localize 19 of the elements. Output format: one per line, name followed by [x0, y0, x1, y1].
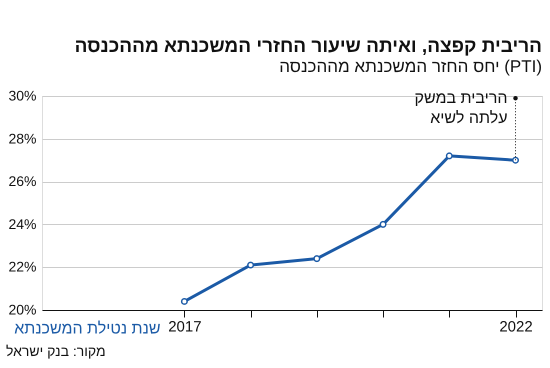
y-tick-label: 24%: [8, 216, 36, 232]
annotation: הריבית במשק עלתה לשיא: [414, 90, 508, 128]
point: [446, 152, 453, 160]
y-tick-label: 20%: [8, 302, 36, 318]
point: [180, 298, 188, 305]
chart-title: הריבית קפצה, ואיתה שיעור החזרי המשכנתא מההכנסה: [74, 36, 542, 57]
x-axis-title: שנת נטילת המשכנתא: [14, 320, 160, 338]
point: [380, 220, 387, 228]
text: מקור: בנק ישראל: [6, 343, 106, 359]
x-tick-label: 2022: [499, 318, 533, 336]
y-tick-label: 30%: [8, 88, 36, 104]
point: [247, 262, 254, 269]
point: [512, 156, 519, 164]
y-tick-label: 26%: [8, 173, 36, 190]
point: [313, 255, 320, 262]
x-tick-label: 2017: [168, 318, 202, 336]
chart-subtitle: יחס החזר המשכנתא מההכנסה (PTI): [279, 57, 542, 76]
y-tick-label: 28%: [8, 130, 36, 146]
y-tick-label: 22%: [8, 258, 36, 275]
